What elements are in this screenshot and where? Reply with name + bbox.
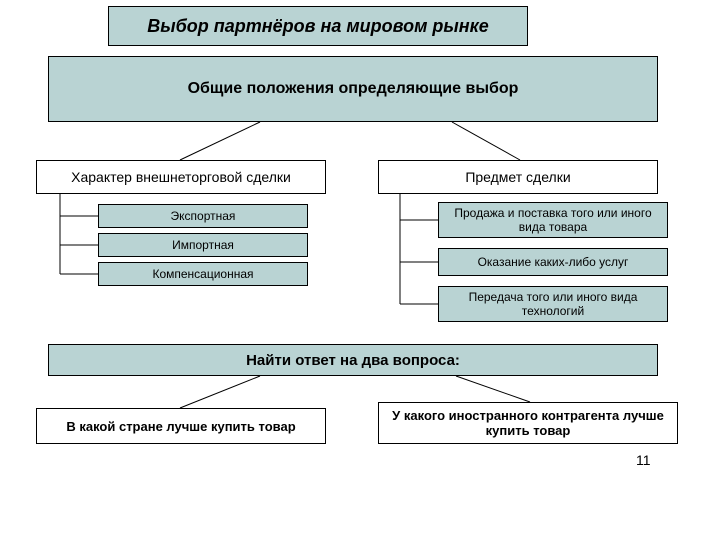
right-item-box: Оказание каких-либо услуг [438,248,668,276]
left-item-box: Импортная [98,233,308,257]
category-left-text: Характер внешнеторговой сделки [71,169,291,185]
left-item-text: Импортная [172,238,234,252]
left-item-box: Экспортная [98,204,308,228]
right-item-text: Передача того или иного вида технологий [445,290,661,318]
questions-box: Найти ответ на два вопроса: [48,344,658,376]
left-item-box: Компенсационная [98,262,308,286]
right-item-text: Оказание каких-либо услуг [478,255,629,269]
left-item-text: Компенсационная [152,267,253,281]
general-provisions-box: Общие положения определяющие выбор [48,56,658,122]
right-item-text: Продажа и поставка того или иного вида т… [445,206,661,234]
answer-left-box: В какой стране лучше купить товар [36,408,326,444]
page-number-text: 11 [636,452,651,468]
title-text: Выбор партнёров на мировом рынке [147,16,489,37]
answer-left-text: В какой стране лучше купить товар [66,419,295,434]
category-right-box: Предмет сделки [378,160,658,194]
page-number: 11 [636,452,651,468]
answer-right-box: У какого иностранного контрагента лучше … [378,402,678,444]
left-item-text: Экспортная [171,209,236,223]
answer-right-text: У какого иностранного контрагента лучше … [385,408,671,438]
category-right-text: Предмет сделки [465,169,570,185]
questions-text: Найти ответ на два вопроса: [246,352,460,369]
right-item-box: Передача того или иного вида технологий [438,286,668,322]
title-box: Выбор партнёров на мировом рынке [108,6,528,46]
general-provisions-text: Общие положения определяющие выбор [188,80,519,98]
right-item-box: Продажа и поставка того или иного вида т… [438,202,668,238]
category-left-box: Характер внешнеторговой сделки [36,160,326,194]
